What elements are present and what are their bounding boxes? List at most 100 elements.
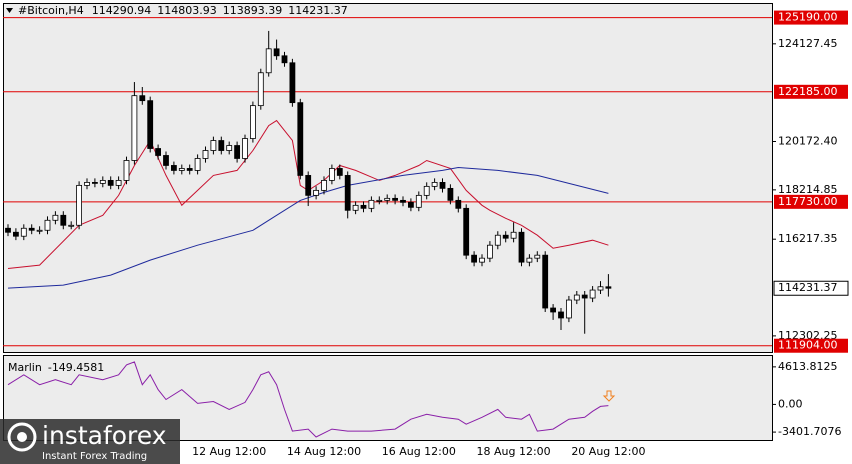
candle-body (534, 254, 541, 259)
candle-body (344, 175, 351, 211)
candle-body (305, 175, 312, 196)
candle-body (494, 234, 501, 246)
logo: instaforex Instant Forex Trading (0, 419, 180, 464)
candle-body (423, 185, 430, 196)
candle-body (131, 95, 138, 161)
candle-body (597, 286, 604, 291)
candle-body (68, 224, 75, 227)
candle-body (518, 231, 525, 263)
candle-body (186, 168, 193, 171)
candle-body (526, 257, 533, 263)
logo-icon-core (17, 432, 27, 442)
open: 114290.94 (92, 4, 152, 17)
high: 114803.93 (157, 4, 217, 17)
candle-body (558, 311, 564, 319)
candle-body (170, 165, 177, 171)
low: 113893.39 (223, 4, 283, 17)
candle-body (12, 231, 19, 237)
candle-body (392, 197, 399, 201)
candle-body (36, 229, 43, 232)
candle-body (605, 286, 612, 289)
main-layer: 124127.45 120172.40 118214.85 116217.35 1123… (3, 10, 849, 353)
candle-body (210, 140, 217, 151)
candle-body (566, 299, 572, 319)
logo-name: instaforex (42, 421, 167, 450)
candle-body (76, 184, 82, 226)
candle-body (407, 201, 414, 208)
candle-body (376, 199, 383, 202)
candle-body (226, 145, 233, 151)
candle-body (202, 150, 209, 159)
candle-body (218, 140, 225, 151)
candle-body (400, 199, 406, 203)
menu-triangle (6, 8, 13, 13)
candle-body (573, 294, 580, 301)
candle-body (297, 102, 304, 176)
candle-body (360, 204, 367, 209)
candle-body (471, 254, 478, 263)
candle-body (415, 194, 422, 208)
candle-body (84, 181, 90, 186)
x-tick-label: 18 Aug 12:00 (477, 445, 551, 458)
candle-body (321, 179, 327, 191)
x-tick-label: 12 Aug 12:00 (192, 445, 266, 458)
candle-body (581, 294, 588, 299)
candle-body (589, 289, 596, 299)
signal-arrow (602, 390, 616, 402)
x-tick-label: 20 Aug 12:00 (571, 445, 645, 458)
y-tick-label: 124127.45 (778, 37, 838, 50)
x-tick-label: 14 Aug 12:00 (287, 445, 361, 458)
y-tick-label: 112302.25 (778, 329, 838, 342)
price-label-box (773, 280, 849, 296)
candle-body (92, 181, 98, 184)
indicator-name: Marlin (8, 361, 42, 374)
y-tick-label: 4613.8125 (778, 360, 838, 373)
level-label: 125190.00 (778, 11, 838, 24)
level-label: 122185.00 (778, 85, 838, 98)
candle-body (60, 214, 67, 226)
y-tick-label: 116217.35 (778, 232, 838, 245)
candle-body (384, 197, 391, 201)
candle-body (463, 207, 470, 256)
candle-body (242, 138, 248, 159)
candle-body (550, 307, 556, 313)
candle-body (5, 227, 11, 233)
candle-body (439, 181, 446, 189)
candle-body (234, 145, 241, 159)
candle-body (328, 168, 335, 181)
level-label: 117730.00 (778, 195, 838, 208)
logo-icon (7, 422, 37, 452)
candle-body (313, 189, 320, 196)
candle-body (155, 148, 162, 156)
level-label-box (774, 10, 848, 25)
level-label-box (774, 194, 848, 209)
candle-body (163, 155, 169, 166)
indicator-header: Marlin -149.4581 (8, 361, 104, 374)
candle-body (281, 55, 288, 64)
indicator-value: -149.4581 (48, 361, 104, 374)
candle-body (431, 181, 438, 187)
candle-body (123, 160, 130, 181)
chart-header: #Bitcoin,H4 114290.94 114803.93 113893.39 11… (18, 4, 348, 17)
y-tick-label: 120172.40 (778, 135, 838, 148)
candle-body (249, 105, 256, 139)
candle-body (107, 179, 114, 186)
candle-body (265, 48, 272, 74)
symbol: #Bitcoin,H4 (18, 4, 84, 17)
candle-body (352, 204, 359, 211)
candle-body (542, 254, 549, 309)
candle-body (447, 187, 454, 201)
candle-body (486, 244, 493, 259)
candle-body (479, 257, 485, 263)
candle-body (502, 234, 509, 239)
candle-body (139, 95, 146, 102)
level-label-box (774, 338, 848, 353)
candle-body (289, 62, 296, 104)
y-tick-label: 118214.85 (778, 183, 838, 196)
candle-body (194, 158, 201, 171)
candle-body (455, 199, 462, 209)
candle-body (257, 72, 264, 107)
candle-body (28, 227, 35, 231)
y-tick-label: 0.00 (778, 397, 803, 410)
